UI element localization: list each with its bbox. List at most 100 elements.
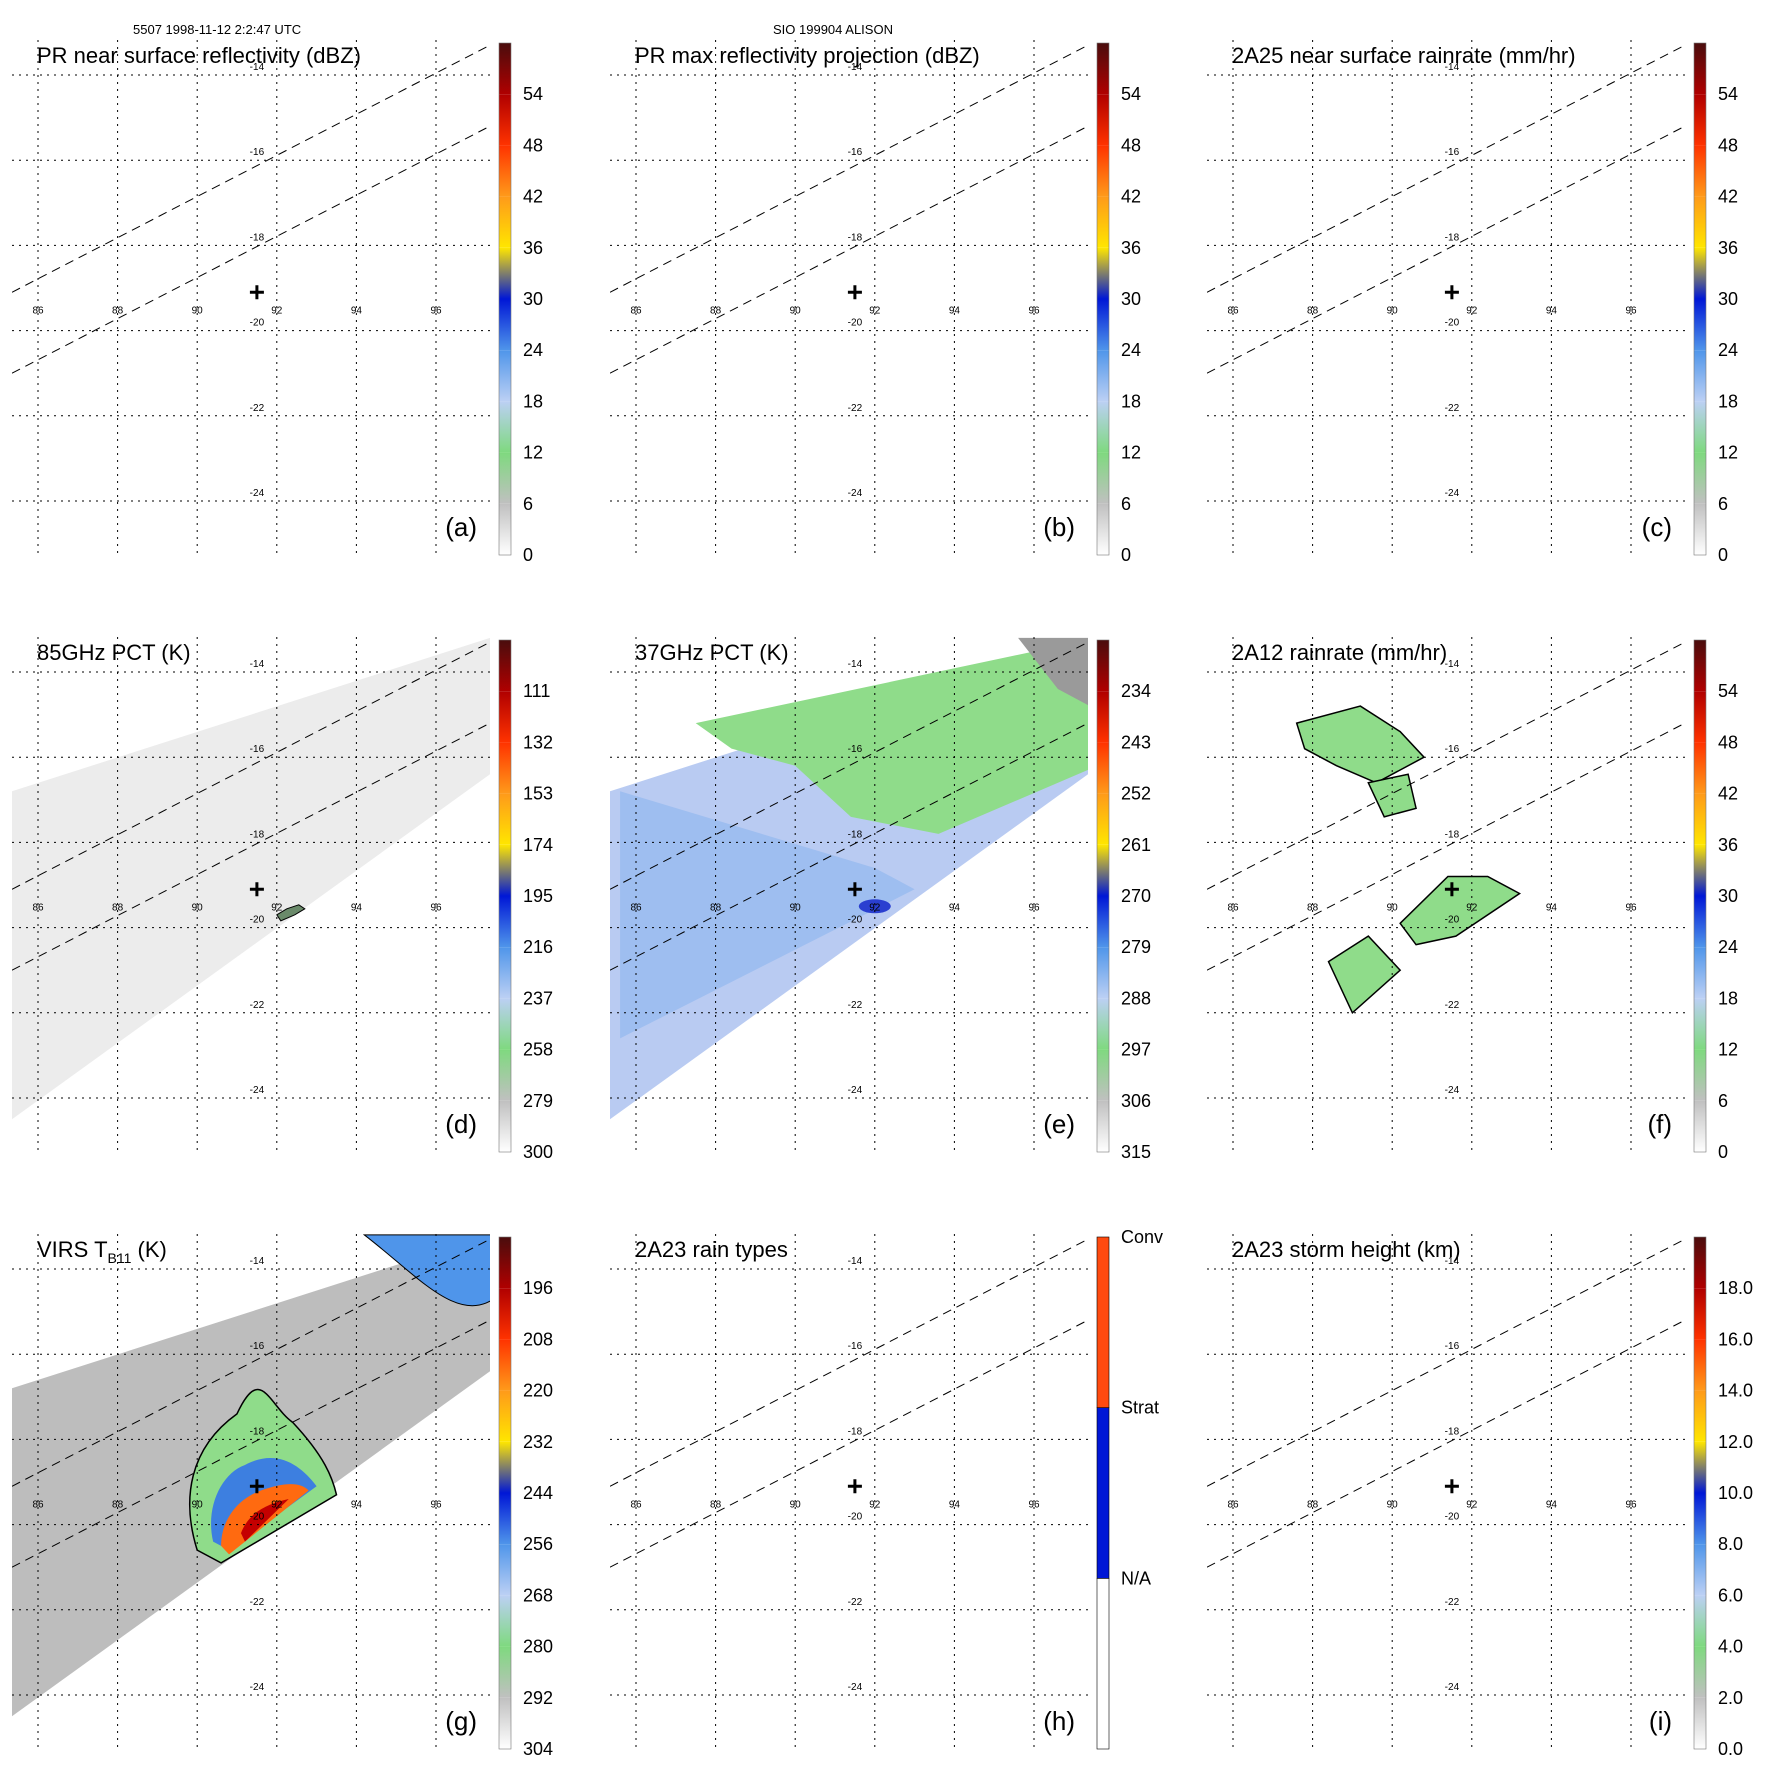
colorbar-label: 300: [523, 1142, 553, 1162]
lon-tick-label: 92: [1466, 903, 1478, 914]
colorbar-segment: [1694, 247, 1706, 299]
lon-tick-label: 86: [630, 903, 642, 914]
lon-tick-label: 92: [271, 903, 283, 914]
panel-title: 85GHz PCT (K): [37, 640, 191, 665]
colorbar-label: 2.0: [1718, 1688, 1743, 1708]
lat-tick-label: -16: [1445, 147, 1460, 158]
rain-patch-3: [1399, 875, 1522, 946]
map-area-b: [610, 40, 1088, 555]
lon-tick-label: 94: [949, 1500, 961, 1511]
colorbar-label: 24: [523, 340, 543, 360]
colorbar-segment: [1694, 94, 1706, 146]
lat-tick-label: -16: [848, 744, 863, 755]
colorbar-segment: [1097, 640, 1109, 692]
colorbar-label: 42: [523, 187, 543, 207]
colorbar-label: 12.0: [1718, 1432, 1753, 1452]
lat-tick-label: -18: [848, 1426, 863, 1437]
colorbar-segment: [499, 299, 511, 351]
colorbar-label: 268: [523, 1585, 553, 1605]
colorbar-label: 232: [523, 1432, 553, 1452]
colorbar-label: 244: [523, 1483, 553, 1503]
colorbar-label: 0: [523, 545, 533, 565]
panel-title: 2A12 rainrate (mm/hr): [1232, 640, 1447, 665]
lat-tick-label: -18: [250, 829, 265, 840]
colorbar-label: 48: [523, 135, 543, 155]
colorbar-segment: [1694, 742, 1706, 794]
colorbar-frame: [1693, 42, 1707, 556]
colorbar-segment: [1097, 691, 1109, 743]
colorbar-label: 208: [523, 1329, 553, 1349]
lat-tick-label: -16: [1445, 1341, 1460, 1352]
colorbar-segment: [1096, 1578, 1110, 1750]
colorbar-label: 24: [1121, 340, 1141, 360]
storm-center-marker: [249, 1479, 264, 1494]
map-area-i: [1207, 1234, 1685, 1749]
lat-tick-label: -24: [1445, 1085, 1460, 1096]
panel-letter: (d): [445, 1109, 477, 1139]
lon-tick-label: 92: [271, 306, 283, 317]
colorbar-segment: [499, 401, 511, 453]
colorbar-frame: [498, 639, 512, 1153]
lat-tick-label: -20: [250, 1512, 265, 1523]
lon-tick-label: 94: [1546, 903, 1558, 914]
colorbar-label: 243: [1121, 732, 1151, 752]
colorbar-label: 42: [1718, 187, 1738, 207]
panel-title: VIRS TB11 (K): [37, 1237, 167, 1266]
lat-tick-label: -18: [848, 829, 863, 840]
colorbar-segment: [499, 1237, 511, 1289]
lat-tick-label: -22: [1445, 403, 1460, 414]
swath-edge-upper: [610, 44, 1088, 293]
colorbar-frame: [1693, 639, 1707, 1153]
colorbar-segment: [1694, 299, 1706, 351]
swath-edge-upper: [1207, 44, 1685, 293]
pct37-green-region: [695, 639, 1088, 834]
colorbar-label: 4.0: [1718, 1637, 1743, 1657]
colorbar-label: 256: [523, 1534, 553, 1554]
colorbar-label: 132: [523, 732, 553, 752]
colorbar-segment: [1694, 452, 1706, 504]
colorbar-segment: [499, 145, 511, 197]
colorbar-segment: [499, 896, 511, 948]
lat-tick-label: -16: [1445, 744, 1460, 755]
colorbar-label: 258: [523, 1040, 553, 1060]
colorbar-label: 279: [523, 1091, 553, 1111]
colorbar-segment: [1694, 503, 1706, 555]
lat-tick-label: -20: [848, 1512, 863, 1523]
lat-tick-label: -18: [1445, 1426, 1460, 1437]
colorbar-segment: [499, 793, 511, 845]
colorbar-segment: [1097, 793, 1109, 845]
map-area-a: [12, 40, 490, 555]
lon-tick-label: 90: [192, 1500, 204, 1511]
colorbar-label: 297: [1121, 1040, 1151, 1060]
panel-letter: (h): [1043, 1706, 1075, 1736]
lon-tick-label: 92: [869, 306, 881, 317]
lat-tick-label: -18: [250, 232, 265, 243]
colorbar-label: 174: [523, 835, 553, 855]
colorbar-label: 261: [1121, 835, 1151, 855]
lon-tick-label: 86: [32, 306, 44, 317]
colorbar-segment: [499, 1493, 511, 1545]
map-area-c: [1207, 40, 1685, 555]
colorbar-label: 288: [1121, 988, 1151, 1008]
rain-patch-4: [1327, 935, 1402, 1015]
panel-letter: (e): [1043, 1109, 1075, 1139]
colorbar-segment: [1694, 43, 1706, 95]
colorbar-label: 36: [1718, 835, 1738, 855]
header-center: SIO 199904 ALISON: [773, 22, 893, 37]
colorbar-segment: [1694, 401, 1706, 453]
lat-tick-label: -14: [848, 659, 863, 670]
lon-tick-label: 88: [710, 306, 722, 317]
colorbar-segment: [499, 1390, 511, 1442]
colorbar-segment: [1694, 1339, 1706, 1391]
lat-tick-label: -18: [848, 232, 863, 243]
header-left: 5507 1998-11-12 2:2:47 UTC: [133, 22, 301, 37]
colorbar-segment: [499, 94, 511, 146]
colorbar-segment: [1097, 1049, 1109, 1101]
lon-tick-label: 86: [1227, 1500, 1239, 1511]
lat-tick-label: -22: [1445, 1000, 1460, 1011]
panel-letter: (a): [445, 512, 477, 542]
lat-tick-label: -24: [1445, 1682, 1460, 1693]
colorbar-label: 237: [523, 988, 553, 1008]
lon-tick-label: 88: [112, 1500, 124, 1511]
colorbar-segment: [1694, 1288, 1706, 1340]
